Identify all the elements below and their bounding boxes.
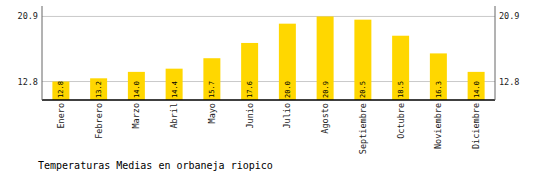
x-tick-label: Noviembre: [433, 103, 443, 149]
x-tick-label: Diciembre: [471, 103, 481, 149]
y2-tick-label: 12.8: [499, 77, 519, 87]
data-label: 17.6: [246, 81, 254, 98]
grid-line: [42, 81, 495, 82]
grid-line: [42, 16, 495, 17]
x-tick-label: Junio: [245, 103, 255, 129]
bar: [392, 36, 409, 100]
bar: [203, 58, 220, 100]
data-label: 14.4: [171, 81, 179, 98]
y-axis-line: [42, 6, 43, 100]
x-tick-label: Febrero: [94, 103, 104, 139]
chart-container: 12.8 13.2 14.0 14.4 15.7 17.6 20.0 20.9 20.5 18.5…: [0, 0, 537, 174]
y2-axis-line: [495, 6, 496, 100]
x-tick-label: Agosto: [320, 103, 330, 134]
data-label: 16.3: [435, 81, 443, 98]
bar: [279, 24, 296, 100]
data-label: 20.9: [322, 81, 330, 98]
x-tick-label: Abril: [169, 103, 179, 129]
bar: [430, 53, 447, 100]
y2-tick-label: 20.9: [499, 11, 519, 21]
x-tick-label: Enero: [56, 103, 66, 129]
x-tick-label: Octubre: [396, 103, 406, 139]
data-label: 13.2: [95, 81, 103, 98]
data-label: 20.0: [284, 81, 292, 98]
bar: [90, 78, 107, 100]
bar: [354, 20, 371, 100]
bar: [166, 69, 183, 100]
x-tick-label: Julio: [282, 103, 292, 129]
bar: [128, 72, 145, 100]
chart-svg: 12.8 13.2 14.0 14.4 15.7 17.6 20.0 20.9 20.5 18.5…: [0, 0, 537, 174]
x-tick-label: Septiembre: [358, 103, 368, 154]
data-label: 14.0: [473, 81, 481, 98]
bar: [468, 72, 485, 100]
title: Temperaturas Medias en orbaneja riopico: [38, 160, 273, 171]
x-axis-line: [42, 99, 495, 101]
x-tick-label: Mayo: [207, 103, 217, 123]
bar: [241, 43, 258, 100]
data-label: 12.8: [57, 81, 65, 98]
bars: [52, 16, 484, 100]
bar: [317, 16, 334, 100]
y-tick-label: 20.9: [18, 11, 38, 21]
y-tick-label: 12.8: [18, 77, 38, 87]
x-tick-label: Marzo: [131, 103, 141, 129]
data-label: 15.7: [208, 81, 216, 98]
data-label: 14.0: [133, 81, 141, 98]
bar: [52, 82, 69, 100]
data-label: 18.5: [397, 81, 405, 98]
data-label: 20.5: [359, 81, 367, 98]
